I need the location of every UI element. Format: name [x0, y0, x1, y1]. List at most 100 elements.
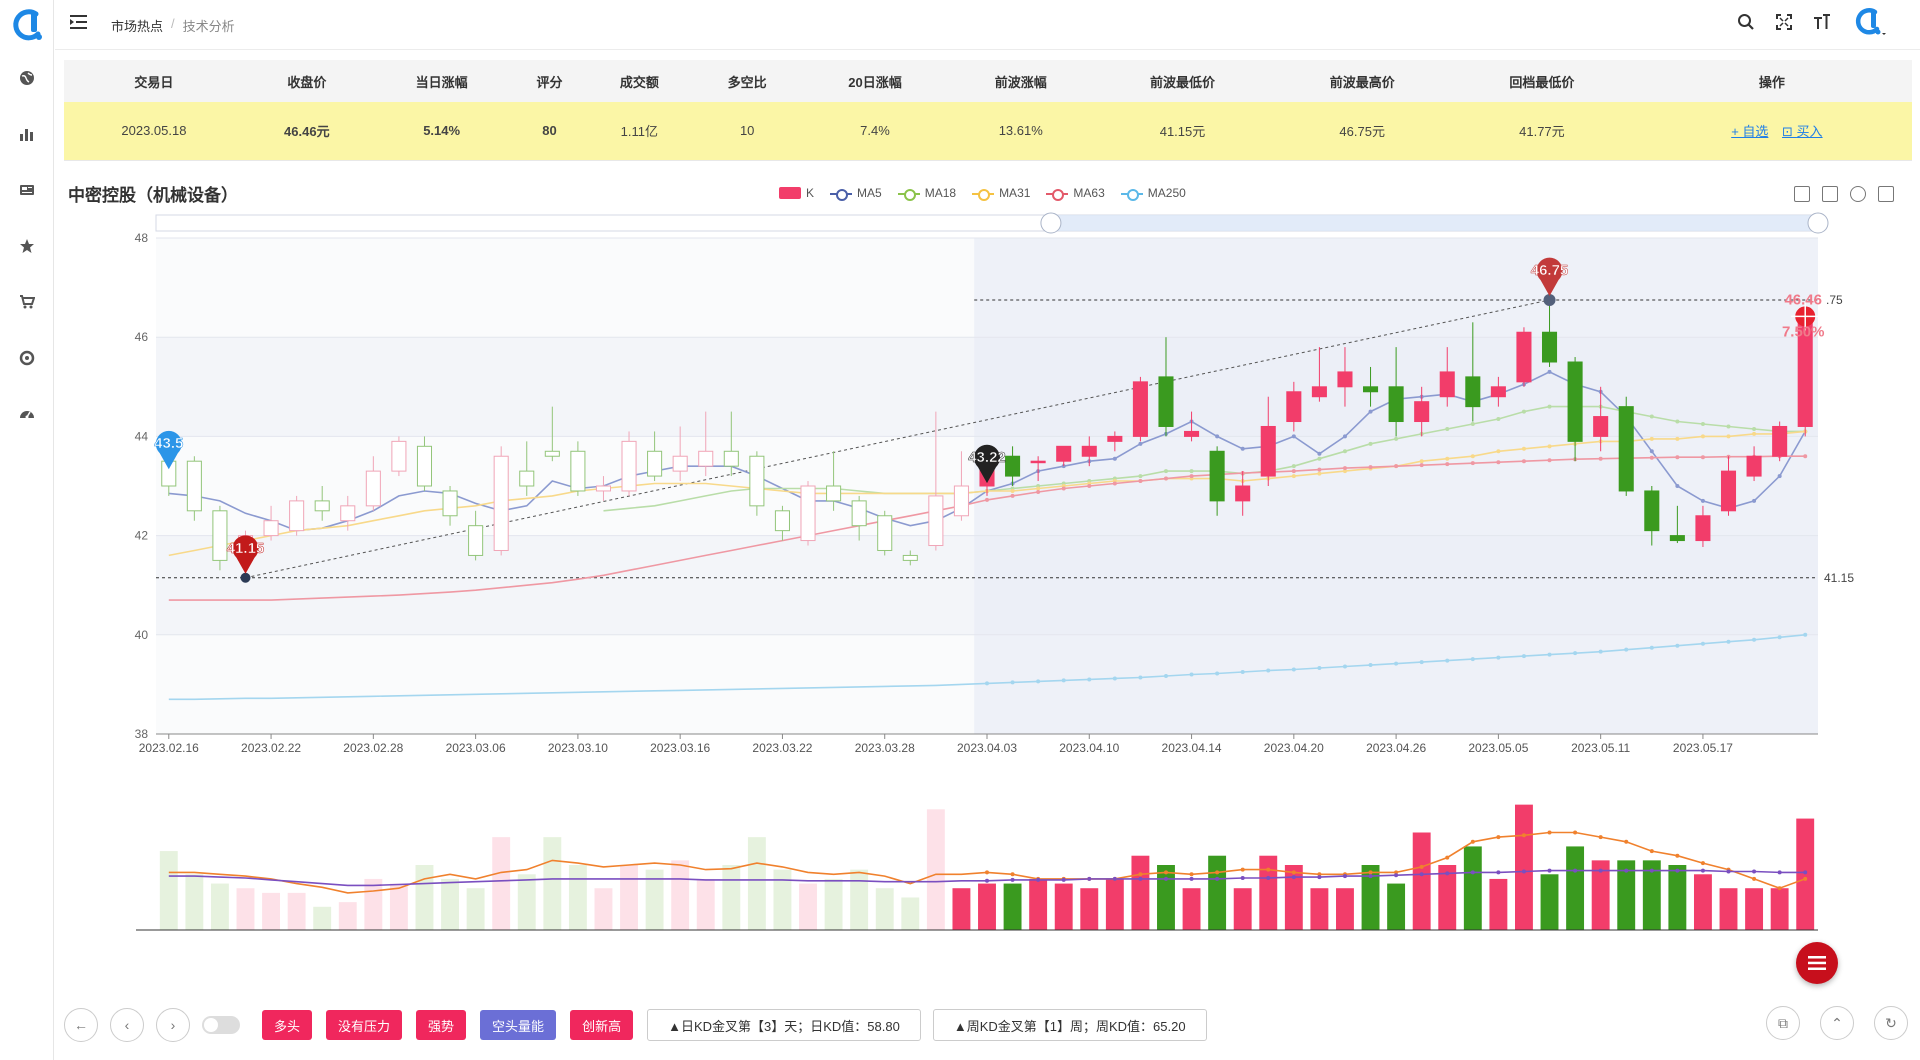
bar-chart-icon[interactable]: [17, 124, 37, 144]
next-icon[interactable]: ›: [156, 1008, 190, 1042]
volume-ma-point-2: [1547, 868, 1552, 873]
legend-swatch: [1046, 187, 1069, 201]
volume-ma-point-2: [1752, 869, 1757, 874]
cart-icon[interactable]: [17, 292, 37, 312]
volume-bar: [620, 865, 638, 930]
tag-new-high[interactable]: 创新高: [570, 1010, 634, 1040]
ma-point-ma250: [1675, 643, 1680, 648]
mid-pin-shape: [974, 444, 1000, 484]
target-icon[interactable]: [17, 348, 37, 368]
cell-chg20: 7.4%: [801, 102, 949, 161]
app-logo[interactable]: [10, 8, 44, 42]
ma-point-ma250: [1470, 657, 1475, 662]
candle: [672, 426, 688, 482]
y-tick-label: 46: [135, 330, 149, 344]
volume-bar: [364, 878, 383, 930]
volume-ma-point-2: [1087, 876, 1092, 881]
cell-amount: 1.11亿: [585, 102, 694, 161]
cell-wave-high: 46.75元: [1272, 102, 1453, 161]
back-icon[interactable]: ←: [64, 1008, 98, 1042]
legend-item-ma63[interactable]: MA63: [1046, 186, 1105, 201]
legend-item-k[interactable]: K: [779, 186, 814, 200]
zoom-area-icon[interactable]: [1794, 186, 1810, 202]
menu-toggle-icon[interactable]: [70, 14, 90, 34]
refresh-icon[interactable]: ↻: [1874, 1006, 1908, 1040]
save-image-icon[interactable]: [1878, 186, 1894, 202]
mode-toggle[interactable]: [202, 1016, 240, 1034]
volume-ma-point-2: [1112, 876, 1117, 881]
tag-strong[interactable]: 强势: [416, 1010, 467, 1040]
candle-body: [1439, 371, 1455, 398]
x-tick-label: 2023.03.16: [650, 741, 710, 755]
high-point-dot: [1543, 294, 1556, 306]
globe-icon[interactable]: [17, 68, 37, 88]
font-size-icon[interactable]: [1812, 12, 1832, 32]
ma-point-ma250: [1317, 666, 1322, 671]
volume-ma-point-1: [1598, 835, 1603, 840]
volume-ma-point-1: [1624, 839, 1629, 844]
zoom-reset-icon[interactable]: [1822, 186, 1838, 202]
col-score: 评分: [513, 60, 586, 102]
tag-bear-volume[interactable]: 空头量能: [480, 1010, 557, 1040]
add-watchlist-link[interactable]: + 自选: [1731, 124, 1769, 140]
volume-ma-point-1: [1445, 855, 1450, 860]
last-price-label: 46.46: [1784, 291, 1822, 308]
legend-label: MA5: [857, 186, 882, 200]
volume-bar: [1336, 888, 1354, 930]
ma-point-ma250: [1649, 645, 1654, 650]
menu-fab-button[interactable]: [1796, 942, 1838, 984]
volume-ma-point-2: [1342, 874, 1347, 879]
news-icon[interactable]: [17, 180, 37, 200]
buy-link[interactable]: ⊡ 买入: [1782, 124, 1823, 139]
ma-point-ma63: [1803, 454, 1808, 459]
legend-label: MA18: [924, 186, 957, 200]
copy-icon[interactable]: ⧉: [1766, 1006, 1800, 1040]
candle: [570, 441, 586, 496]
volume-ma-point-1: [1521, 833, 1526, 838]
candle-body: [672, 455, 688, 472]
legend-item-ma31[interactable]: MA31: [972, 186, 1030, 201]
legend-item-ma250[interactable]: MA250: [1120, 186, 1186, 201]
volume-ma-point-2: [1317, 875, 1322, 880]
candle: [340, 495, 356, 531]
tag-bullish[interactable]: 多头: [262, 1010, 313, 1040]
kline-chart[interactable]: 38 40 42 44 46 48 2023.02.16 2023.02.22 2023.02.…: [64, 210, 1912, 950]
search-icon[interactable]: [1736, 12, 1756, 32]
ma-point-ma63: [1700, 455, 1705, 460]
user-avatar[interactable]: [1850, 8, 1890, 35]
ma-point-ma18: [1726, 424, 1731, 429]
day-kd-info: ▲日KD金叉第【3】天；日KD值：58.80: [647, 1009, 921, 1041]
volume-ma-point-2: [1445, 871, 1450, 876]
candle: [749, 451, 765, 516]
ma-point-ma250: [1700, 641, 1705, 646]
ma-point-ma250: [1803, 632, 1808, 637]
fullscreen-icon[interactable]: [1774, 12, 1794, 32]
x-tick-label: 2023.04.03: [957, 741, 1017, 755]
restore-icon[interactable]: [1850, 186, 1866, 202]
ma-point-ma31: [1342, 469, 1347, 474]
candle-body: [263, 520, 279, 537]
candle-body: [1593, 416, 1609, 437]
volume-ma-point-2: [1649, 868, 1654, 873]
prev-icon[interactable]: ‹: [110, 1008, 144, 1042]
legend-item-ma18[interactable]: MA18: [897, 186, 957, 201]
volume-ma-point-1: [1649, 849, 1654, 854]
x-tick-label: 2023.02.28: [343, 741, 403, 755]
dashboard-icon[interactable]: [17, 404, 37, 424]
zoom-slider-window: [1050, 215, 1818, 231]
ma-point-ma18: [1675, 419, 1680, 424]
breadcrumb-root[interactable]: 市场热点: [111, 19, 164, 34]
ma-point-ma5: [1138, 441, 1143, 446]
low-pin-shape: [232, 535, 259, 574]
scroll-top-icon[interactable]: ⌃: [1820, 1006, 1854, 1040]
high-pin-label: 46.75: [1531, 262, 1569, 279]
volume-bar: [799, 883, 817, 930]
chart-toolbox: [1794, 186, 1894, 202]
candle-body: [493, 455, 509, 551]
star-icon[interactable]: [17, 236, 37, 256]
legend-item-ma5[interactable]: MA5: [830, 186, 882, 201]
volume-ma-point-1: [1394, 870, 1399, 875]
x-tick-label: 2023.05.05: [1468, 741, 1528, 755]
tag-no-pressure[interactable]: 没有压力: [326, 1010, 403, 1040]
ma-point-ma250: [1445, 658, 1450, 663]
